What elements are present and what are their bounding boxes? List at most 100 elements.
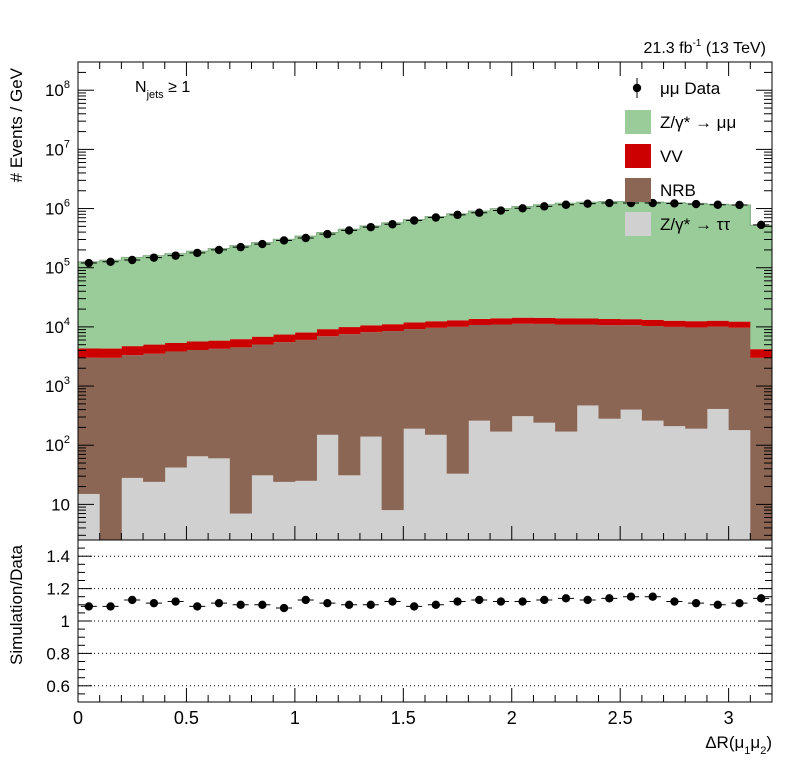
bar-zmm-16: [425, 216, 448, 322]
ratio-point-3: [149, 598, 159, 608]
bar-vv-5: [186, 341, 209, 351]
bar-ztt-24: [598, 418, 621, 540]
bar-zmm-31: [750, 225, 772, 350]
bar-ztt-18: [468, 420, 491, 540]
bar-nrb-21: [533, 323, 556, 423]
bar-nrb-1: [99, 357, 122, 540]
ratio-point-13: [366, 600, 375, 609]
bar-vv-27: [663, 320, 686, 327]
ratio-point-19: [496, 597, 506, 606]
bar-zmm-23: [576, 202, 599, 319]
x-tick-label: 1: [290, 708, 300, 728]
bar-ztt-4: [164, 467, 187, 540]
bar-nrb-27: [663, 326, 686, 427]
bar-nrb-3: [143, 353, 166, 482]
bar-ztt-14: [381, 510, 404, 540]
bar-vv-10: [294, 332, 317, 340]
bar-ztt-22: [555, 431, 578, 540]
bar-vv-28: [685, 321, 708, 328]
ratio-point-0: [84, 602, 94, 611]
ratio-point-15: [409, 602, 419, 611]
bar-nrb-17: [446, 326, 469, 474]
bar-vv-7: [229, 339, 252, 348]
bar-vv-21: [533, 317, 556, 324]
ratio-y-tick-label: 0.8: [46, 644, 70, 663]
bar-zmm-4: [164, 253, 187, 343]
bar-vv-12: [338, 327, 361, 335]
bar-nrb-25: [620, 325, 643, 410]
ratio-point-9: [279, 603, 289, 613]
legend-swatch-ztt: [625, 212, 651, 236]
bar-ztt-21: [533, 422, 556, 540]
bar-vv-26: [641, 319, 664, 326]
bar-vv-22: [555, 318, 578, 325]
bar-zmm-3: [143, 255, 166, 345]
chart-labels: 21.3 fb-1 (13 TeV) Njets ≥ 1 # Events / …: [7, 38, 772, 757]
ratio-point-30: [735, 598, 744, 608]
x-axis-label: ΔR(μ1μ2): [705, 733, 772, 757]
data-point-17: [453, 210, 462, 220]
bar-ztt-8: [251, 475, 274, 540]
y-tick-label: 104: [45, 316, 70, 337]
data-point-20: [518, 204, 527, 213]
bar-nrb-24: [598, 325, 621, 419]
bar-nrb-30: [728, 327, 751, 431]
legend-label-vv: VV: [660, 147, 683, 166]
bar-vv-17: [446, 320, 469, 327]
bar-nrb-18: [468, 325, 491, 421]
ratio-point-8: [258, 600, 267, 609]
bar-vv-23: [576, 318, 599, 325]
bar-zmm-22: [555, 203, 578, 319]
bar-nrb-8: [251, 344, 274, 476]
bar-vv-30: [728, 321, 751, 328]
x-tick-label: 0: [73, 708, 83, 728]
category-label: Njets ≥ 1: [135, 79, 190, 101]
bar-nrb-26: [641, 325, 664, 421]
bar-zmm-2: [121, 257, 144, 347]
bar-zmm-30: [728, 204, 751, 322]
bar-ztt-6: [208, 458, 231, 540]
bar-nrb-23: [576, 324, 599, 406]
bar-vv-9: [273, 334, 296, 343]
bar-zmm-11: [316, 232, 339, 330]
bar-zmm-10: [294, 236, 317, 333]
bar-ztt-27: [663, 426, 686, 540]
bar-nrb-0: [78, 357, 101, 494]
bar-ztt-26: [641, 420, 664, 540]
ratio-point-7: [236, 600, 245, 609]
bar-zmm-6: [208, 248, 231, 341]
ratio-point-10: [301, 595, 310, 605]
bar-nrb-11: [316, 336, 339, 435]
bar-vv-25: [620, 319, 643, 326]
ratio-y-axis-label: Simulation/Data: [7, 544, 26, 665]
bar-nrb-20: [511, 323, 534, 417]
data-point-2: [128, 255, 137, 265]
ratio-point-31: [756, 594, 766, 603]
bar-ztt-30: [728, 430, 751, 540]
data-point-19: [496, 206, 506, 215]
bar-nrb-29: [706, 326, 730, 409]
ratio-y-tick-label: 1: [61, 612, 70, 631]
bar-ztt-2: [121, 477, 144, 540]
bar-zmm-9: [273, 239, 296, 335]
ratio-y-tick-label: 1.2: [46, 580, 70, 599]
bar-ztt-3: [143, 481, 166, 540]
ratio-point-17: [453, 597, 462, 606]
bar-ztt-17: [446, 473, 469, 540]
ratio-point-22: [561, 594, 571, 603]
bar-ztt-12: [338, 475, 361, 540]
data-point-28: [691, 199, 701, 209]
data-point-30: [735, 200, 744, 210]
bar-vv-0: [78, 348, 101, 358]
ratio-point-23: [583, 595, 592, 605]
bar-vv-1: [99, 348, 122, 358]
bar-nrb-2: [121, 355, 144, 478]
bar-zmm-17: [446, 213, 469, 321]
bar-vv-19: [490, 318, 513, 325]
ratio-panel: 0.6 0.8 1 1.2 1.4 0 0.5 1 1.5 2 2.5 3: [46, 539, 773, 728]
bar-ztt-0: [78, 493, 101, 540]
bar-zmm-5: [186, 251, 209, 342]
data-point-21: [540, 202, 549, 211]
legend-swatch-nrb: [625, 178, 651, 202]
